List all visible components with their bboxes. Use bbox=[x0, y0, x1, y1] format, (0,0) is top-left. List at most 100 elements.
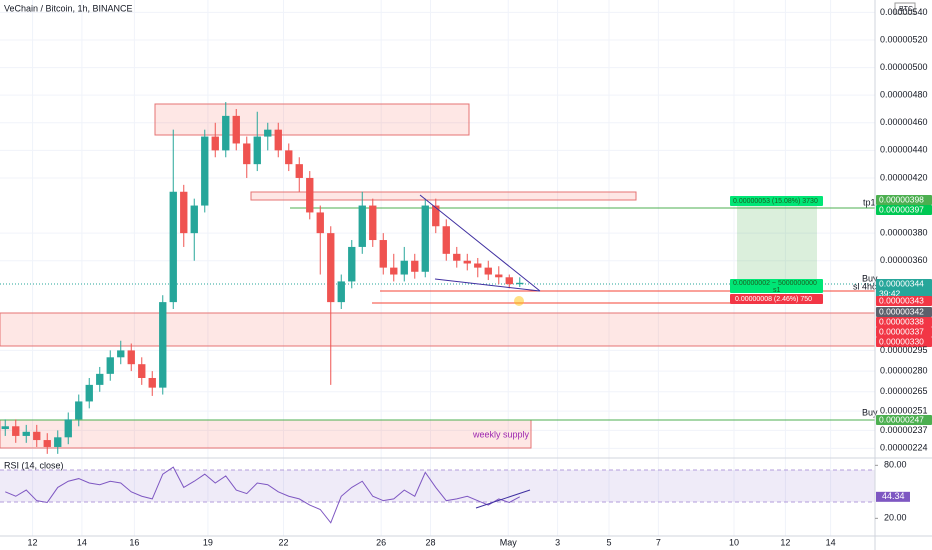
candle-body bbox=[180, 191, 188, 234]
candle-body bbox=[421, 205, 429, 272]
annotation: Buy bbox=[862, 273, 878, 283]
trend-line bbox=[434, 278, 541, 292]
candle-body bbox=[106, 357, 114, 374]
candle-body bbox=[432, 205, 440, 227]
candle-body bbox=[327, 233, 335, 303]
y-tick-label: 0.00000360 bbox=[880, 255, 928, 265]
candle-body bbox=[358, 205, 366, 247]
x-tick-label: 12 bbox=[780, 537, 790, 547]
chart-title: VeChain / Bitcoin, 1h, BINANCE bbox=[4, 3, 133, 13]
y-tick-label: 0.00000520 bbox=[880, 34, 928, 44]
indicator-line bbox=[5, 466, 521, 524]
x-tick-label: 14 bbox=[826, 537, 836, 547]
candle-body bbox=[484, 267, 492, 275]
price-label-box bbox=[876, 279, 932, 299]
indicator-title: RSI (14, close) bbox=[4, 460, 64, 470]
candle-body bbox=[85, 384, 93, 402]
x-tick-label: 19 bbox=[203, 537, 213, 547]
price-label-box bbox=[876, 327, 932, 337]
y-tick-label: 0.00000295 bbox=[880, 345, 928, 355]
annotation: Buy bbox=[862, 407, 878, 417]
stop-label: 0.00000008 (2.46%) 750 bbox=[735, 296, 812, 303]
price-label-box bbox=[876, 205, 932, 215]
y-tick-label: 0.00000280 bbox=[880, 365, 928, 375]
x-tick-label: 28 bbox=[426, 537, 436, 547]
candle-body bbox=[411, 260, 419, 272]
label-box bbox=[730, 196, 823, 206]
value-box bbox=[876, 491, 910, 502]
price-label: 0.00000247 bbox=[879, 414, 924, 424]
candle-body bbox=[201, 136, 209, 206]
candle-body bbox=[22, 431, 30, 436]
price-label: 0.00000344 bbox=[879, 278, 924, 288]
candle-body bbox=[243, 143, 251, 165]
candle-body bbox=[253, 136, 261, 165]
currency: BTC bbox=[899, 6, 913, 13]
x-tick-label: 12 bbox=[28, 537, 38, 547]
supply-zone bbox=[250, 191, 637, 201]
price-label-box bbox=[876, 195, 932, 205]
candle-body bbox=[453, 253, 461, 261]
x-tick-label: 7 bbox=[656, 537, 661, 547]
candle-body bbox=[169, 191, 177, 303]
label-box bbox=[730, 294, 823, 304]
candle-body bbox=[96, 373, 104, 385]
annotation: sl 4hc bbox=[853, 281, 877, 291]
x-tick-label: 22 bbox=[279, 537, 289, 547]
candle-body bbox=[369, 205, 377, 241]
y-tick-label: 20.00 bbox=[884, 513, 907, 523]
candle-body bbox=[285, 150, 293, 165]
y-tick-label: 0.00000380 bbox=[880, 228, 928, 238]
candle-body bbox=[138, 364, 146, 378]
timer: 39:42 bbox=[879, 288, 901, 298]
x-tick-label: 26 bbox=[376, 537, 386, 547]
candle-body bbox=[379, 240, 387, 268]
candle-body bbox=[190, 205, 198, 234]
candle-body bbox=[295, 164, 303, 178]
x-tick-label: 5 bbox=[607, 537, 612, 547]
candle-body bbox=[463, 260, 471, 264]
candle-body bbox=[159, 302, 167, 388]
supply-zone bbox=[154, 103, 470, 136]
y-tick-label: 0.00000500 bbox=[880, 62, 928, 72]
candle-body bbox=[75, 401, 83, 420]
price-label-box bbox=[876, 415, 932, 425]
price-label: 0.00000342 bbox=[879, 306, 924, 316]
value-label: 44.34 bbox=[882, 491, 905, 501]
y-tick-label: 0.00000265 bbox=[880, 386, 928, 396]
candle-body bbox=[306, 177, 314, 213]
demand-zone bbox=[0, 312, 876, 347]
y-tick-label: 80.00 bbox=[884, 460, 907, 470]
candle-body bbox=[516, 282, 524, 285]
price-label: 0.00000343 bbox=[879, 295, 924, 305]
y-tick-label: 0.00000460 bbox=[880, 117, 928, 127]
x-tick-label: 3 bbox=[555, 537, 560, 547]
candle-body bbox=[442, 226, 450, 254]
price-label: 0.00000338 bbox=[879, 316, 924, 326]
rsi-band bbox=[0, 470, 875, 502]
currency-box bbox=[894, 2, 916, 15]
price-label: 0.00000397 bbox=[879, 204, 924, 214]
candle-body bbox=[43, 440, 51, 447]
y-tick-label: 0.00000237 bbox=[880, 425, 928, 435]
candle-body bbox=[1, 426, 9, 430]
candle-body bbox=[33, 431, 41, 441]
target-label: 0.00000053 (15.08%) 3730 bbox=[733, 198, 818, 205]
candle-body bbox=[117, 350, 125, 358]
candle-body bbox=[348, 246, 356, 282]
candle-body bbox=[316, 212, 324, 234]
x-tick-label: 10 bbox=[729, 537, 739, 547]
candle-body bbox=[337, 281, 345, 303]
candle-body bbox=[232, 115, 240, 144]
candle-body bbox=[211, 136, 219, 151]
price-label-box bbox=[876, 317, 932, 327]
marks bbox=[1, 102, 524, 524]
label-box bbox=[730, 279, 823, 293]
annotation: tp1 bbox=[863, 197, 876, 207]
candle-body bbox=[127, 350, 135, 365]
candle-body bbox=[474, 263, 482, 268]
candle-body bbox=[495, 274, 503, 278]
candle-body bbox=[274, 129, 282, 151]
x-tick-label: 14 bbox=[77, 537, 87, 547]
weekly-supply-zone bbox=[0, 419, 532, 449]
